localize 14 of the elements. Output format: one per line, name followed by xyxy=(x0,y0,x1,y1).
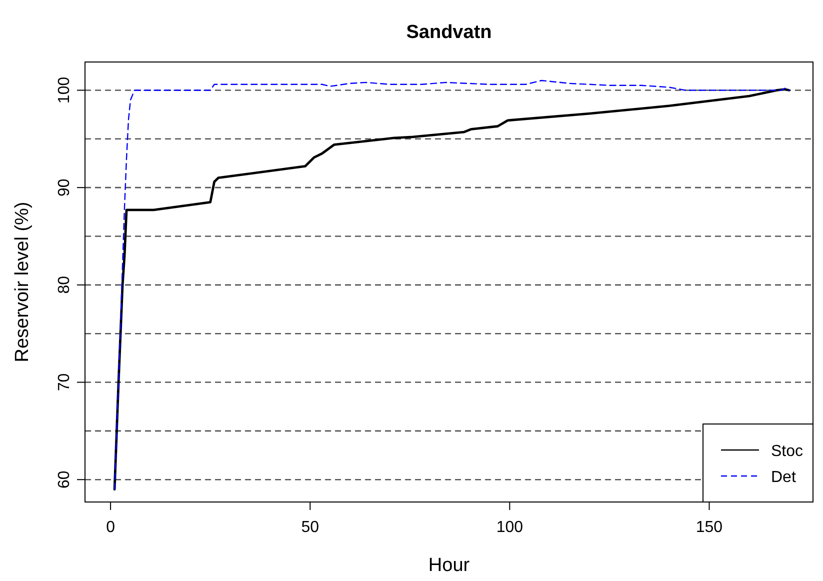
y-tick-label: 100 xyxy=(56,76,73,104)
y-axis-title: Reservoir level (%) xyxy=(12,202,33,362)
x-axis-title: Hour xyxy=(428,555,470,576)
y-tick-label: 90 xyxy=(56,178,73,196)
legend-label: Stoc xyxy=(771,443,804,460)
x-tick-label: 100 xyxy=(496,519,524,536)
legend-label: Det xyxy=(771,469,796,486)
chart-title: Sandvatn xyxy=(406,22,492,43)
y-tick-label: 60 xyxy=(56,470,73,489)
x-tick-label: 0 xyxy=(106,519,116,536)
y-tick-label: 80 xyxy=(56,276,73,294)
y-tick-label: 70 xyxy=(56,373,73,392)
x-tick-label: 50 xyxy=(301,519,320,536)
x-tick-label: 150 xyxy=(696,519,723,536)
